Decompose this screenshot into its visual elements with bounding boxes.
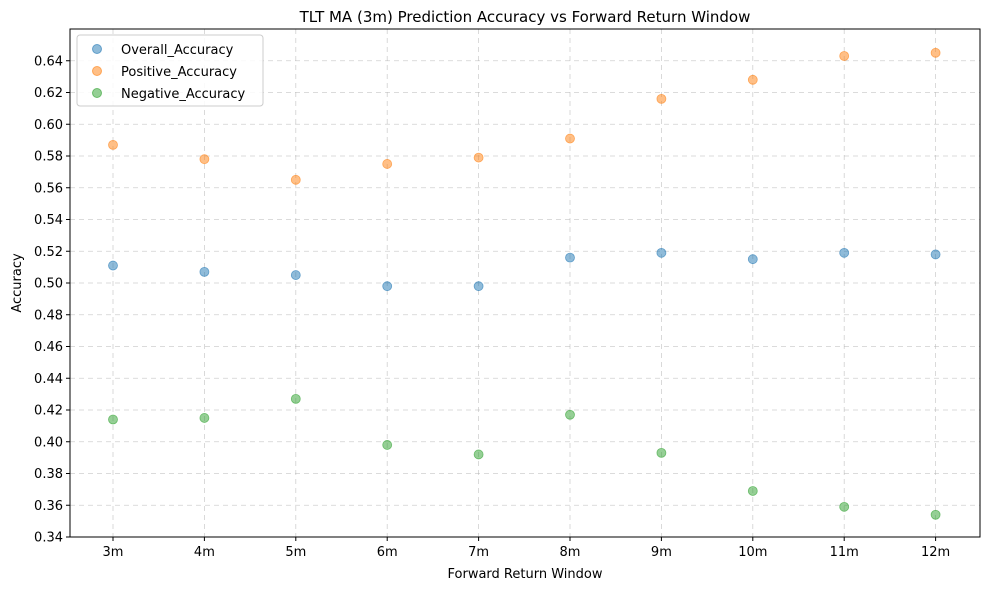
y-tick-label: 0.64 bbox=[34, 54, 63, 69]
point-negative-accuracy bbox=[108, 414, 118, 425]
point-positive-accuracy bbox=[656, 93, 667, 104]
x-tick-label: 3m bbox=[103, 545, 124, 560]
point-overall-accuracy bbox=[930, 249, 941, 260]
y-tick-label: 0.52 bbox=[34, 245, 63, 260]
x-tick-label: 12m bbox=[921, 545, 950, 560]
legend-label-negative: Negative_Accuracy bbox=[121, 87, 245, 102]
point-overall-accuracy bbox=[565, 252, 575, 263]
legend-label-overall: Overall_Accuracy bbox=[121, 43, 234, 58]
y-axis: 0.34 0.36 0.38 0.40 0.42 0.44 0.46 0.48 0.50 0.52… bbox=[34, 54, 70, 546]
legend-box bbox=[76, 34, 264, 107]
x-tick-label: 7m bbox=[468, 545, 489, 560]
point-negative-accuracy bbox=[473, 449, 484, 460]
point-overall-accuracy bbox=[108, 260, 118, 271]
x-axis: 3m 4m 5m 6m 7m 8m 9m 10m 11m 12m bbox=[103, 537, 950, 560]
legend-item-negative: Negative_Accuracy bbox=[92, 87, 245, 102]
legend-item-overall: Overall_Accuracy bbox=[92, 43, 234, 58]
y-tick-label: 0.44 bbox=[34, 372, 63, 387]
y-tick-label: 0.60 bbox=[34, 118, 63, 133]
point-positive-accuracy bbox=[382, 159, 393, 169]
point-positive-accuracy bbox=[199, 154, 210, 165]
y-tick-label: 0.48 bbox=[34, 308, 63, 323]
x-tick-label: 6m bbox=[377, 545, 398, 560]
y-tick-label: 0.36 bbox=[34, 499, 63, 514]
x-tick-label: 8m bbox=[560, 545, 581, 560]
point-positive-accuracy bbox=[930, 47, 941, 58]
point-positive-accuracy bbox=[108, 139, 118, 150]
data-points bbox=[108, 47, 941, 520]
legend-label-positive: Positive_Accuracy bbox=[121, 65, 237, 80]
x-tick-label: 5m bbox=[285, 545, 306, 560]
y-tick-label: 0.42 bbox=[34, 404, 63, 419]
point-negative-accuracy bbox=[656, 447, 667, 458]
point-positive-accuracy bbox=[290, 174, 301, 185]
point-negative-accuracy bbox=[839, 501, 850, 512]
point-overall-accuracy bbox=[382, 281, 393, 292]
y-tick-label: 0.38 bbox=[34, 467, 63, 482]
point-overall-accuracy bbox=[473, 281, 484, 292]
point-overall-accuracy bbox=[747, 254, 758, 265]
point-negative-accuracy bbox=[290, 393, 301, 404]
point-negative-accuracy bbox=[199, 413, 210, 423]
point-positive-accuracy bbox=[565, 133, 575, 144]
y-tick-label: 0.50 bbox=[34, 277, 63, 292]
point-overall-accuracy bbox=[656, 247, 667, 258]
y-tick-label: 0.56 bbox=[34, 181, 63, 196]
point-overall-accuracy bbox=[199, 266, 210, 277]
point-negative-accuracy bbox=[565, 409, 575, 420]
x-tick-label: 9m bbox=[651, 545, 672, 560]
point-positive-accuracy bbox=[747, 74, 758, 85]
point-negative-accuracy bbox=[747, 486, 758, 496]
point-negative-accuracy bbox=[382, 440, 393, 450]
chart-title: TLT MA (3m) Prediction Accuracy vs Forwa… bbox=[299, 8, 751, 26]
legend-item-positive: Positive_Accuracy bbox=[92, 65, 237, 80]
point-positive-accuracy bbox=[473, 152, 484, 163]
y-tick-label: 0.46 bbox=[34, 340, 63, 355]
point-overall-accuracy bbox=[290, 270, 301, 280]
legend-marker-negative bbox=[92, 88, 102, 98]
x-tick-label: 4m bbox=[194, 545, 215, 560]
y-axis-label: Accuracy bbox=[10, 253, 25, 313]
point-overall-accuracy bbox=[839, 247, 850, 258]
point-negative-accuracy bbox=[930, 509, 941, 520]
y-tick-label: 0.54 bbox=[34, 213, 63, 228]
x-tick-label: 10m bbox=[738, 545, 767, 560]
x-tick-label: 11m bbox=[830, 545, 859, 560]
legend: Overall_Accuracy Positive_Accuracy Negat… bbox=[76, 34, 264, 107]
legend-marker-overall bbox=[92, 44, 102, 54]
legend-marker-positive bbox=[92, 66, 102, 76]
y-tick-label: 0.62 bbox=[34, 86, 63, 101]
y-tick-label: 0.58 bbox=[34, 150, 63, 165]
x-axis-label: Forward Return Window bbox=[448, 567, 603, 582]
y-tick-label: 0.34 bbox=[34, 531, 63, 546]
y-tick-label: 0.40 bbox=[34, 435, 63, 450]
point-positive-accuracy bbox=[839, 51, 850, 61]
